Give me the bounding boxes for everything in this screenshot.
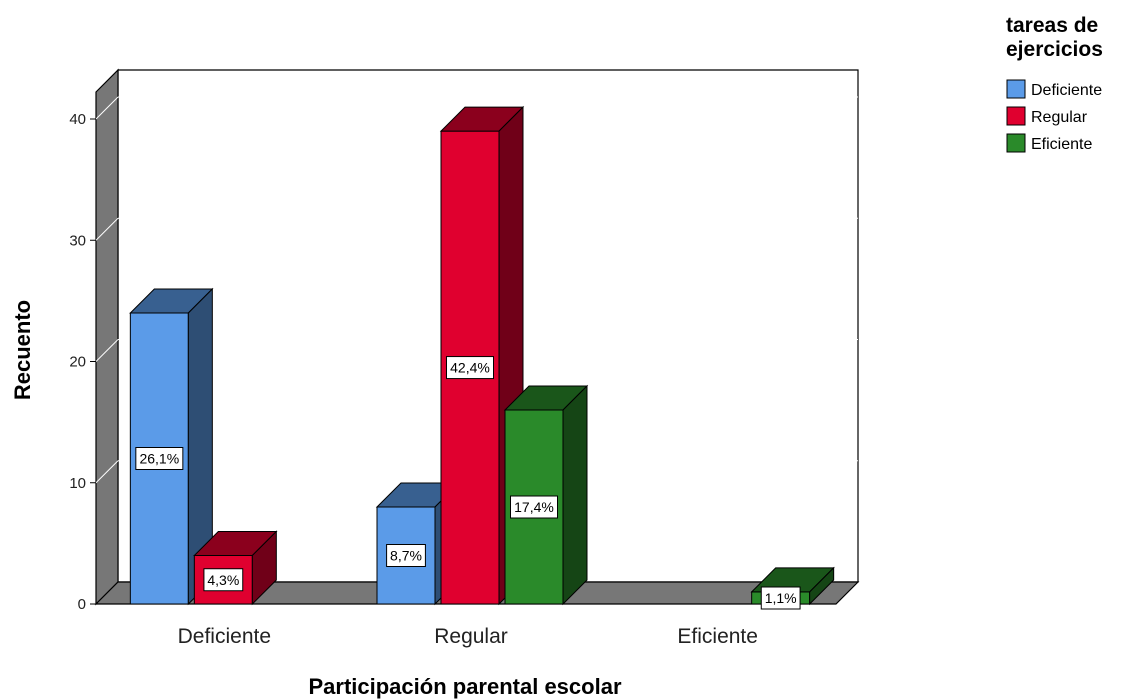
legend: tareas de ejercicios Deficiente Regular Ef… <box>1006 14 1103 153</box>
data-label: 8,7% <box>390 548 422 564</box>
legend-swatch <box>1006 106 1026 126</box>
legend-label: Eficiente <box>1031 136 1092 153</box>
legend-label: Deficiente <box>1031 82 1102 99</box>
data-label-box <box>203 568 244 592</box>
x-axis-categories: Deficiente Regular Eficiente <box>178 625 758 648</box>
x-category-label: Regular <box>434 625 508 648</box>
legend-title-line-2: ejercicios <box>1006 38 1103 61</box>
data-label-box <box>386 544 426 567</box>
bar-side <box>562 384 588 606</box>
data-label: 17,4% <box>514 499 554 515</box>
data-label: 4,3% <box>207 572 239 588</box>
bar-side <box>251 530 277 606</box>
side-grid-line <box>95 339 119 362</box>
data-label-box <box>135 447 184 470</box>
x-category-label: Deficiente <box>178 625 271 648</box>
side-grid-line <box>95 460 119 484</box>
data-label-box <box>510 495 558 519</box>
legend-label: Regular <box>1031 109 1088 126</box>
legend-title-line-1: tareas de <box>1006 14 1098 37</box>
data-label: 1,1% <box>765 590 797 606</box>
legend-swatch <box>1006 79 1026 99</box>
y-tick-label: 10 <box>69 475 86 492</box>
bar-side <box>809 566 835 606</box>
y-tick-label: 20 <box>69 354 86 371</box>
data-label: 42,4% <box>450 360 490 376</box>
legend-swatch <box>1006 133 1026 153</box>
y-tick-label: 0 <box>78 596 86 613</box>
data-label-box <box>446 356 494 380</box>
y-tick-label: 40 <box>69 111 86 128</box>
y-axis-ticks: 0 10 20 30 40 <box>69 111 96 613</box>
legend-items: Deficiente Regular Eficiente <box>1006 79 1102 153</box>
side-grid-line <box>95 96 119 120</box>
side-wall <box>95 68 119 606</box>
y-tick-label: 30 <box>69 232 86 249</box>
x-category-label: Eficiente <box>677 625 758 648</box>
y-axis-title: Recuento <box>10 300 35 400</box>
data-labels: 26,1% 4,3% 8,7% 42,4% 17,4% 1,1% <box>135 356 801 610</box>
side-grid-line <box>95 217 119 241</box>
data-label-box <box>760 586 801 610</box>
data-label: 26,1% <box>139 451 179 467</box>
x-axis-title: Participación parental escolar <box>308 674 621 699</box>
